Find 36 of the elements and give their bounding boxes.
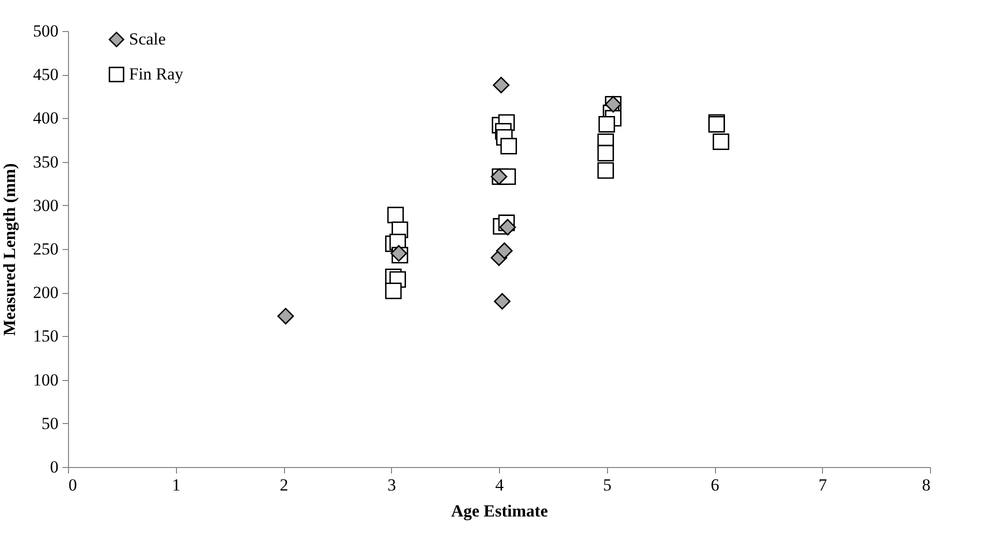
x-tick-label: 6 [710,476,720,494]
y-tick-label: 300 [33,196,58,215]
x-tick-label: 2 [280,476,288,494]
x-tick-label: 8 [922,476,930,494]
point [712,133,730,150]
x-axis-title: Age Estimate [451,502,548,520]
x-tick-label: 0 [68,476,77,494]
y-axis-title: Measured Length (mm) [0,163,19,336]
y-tick-label: 150 [33,326,58,346]
y-tick-label: 500 [33,22,58,40]
x-tick-label: 1 [172,476,180,494]
point [385,282,402,300]
y-tick-label: 0 [50,458,58,476]
y-tick-label: 200 [33,283,58,302]
point [277,308,294,324]
point [598,116,616,133]
x-tick-label: 4 [495,476,504,494]
point [597,144,614,162]
point [499,218,516,236]
point [492,76,510,94]
legend-label: Fin Ray [129,64,184,84]
point [387,206,404,224]
point [496,242,513,260]
y-tick-label: 400 [33,108,58,128]
x-tick-label: 5 [603,476,612,494]
point [500,138,517,154]
y-tick-label: 250 [33,240,58,258]
y-tick-label: 450 [33,65,58,84]
point [494,293,511,310]
legend-label: Scale [129,30,166,48]
y-tick-label: 350 [33,152,58,172]
y-tick-label: 50 [42,414,58,433]
point [597,162,614,179]
x-tick-label: 7 [818,476,828,494]
y-tick-label: 100 [33,370,58,390]
x-tick-label: 3 [388,476,396,494]
